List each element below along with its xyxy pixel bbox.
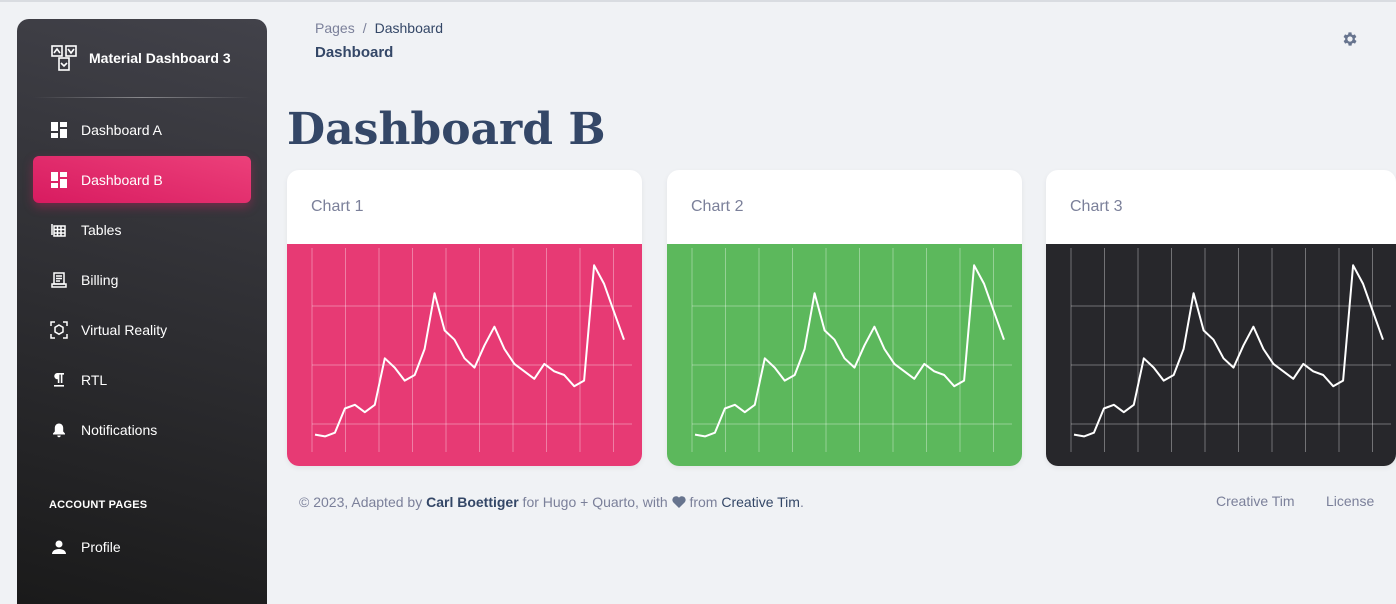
sidebar-item-label: RTL [81,371,108,388]
breadcrumb-current: Dashboard [374,20,444,36]
footer-text: from [685,494,722,510]
section-title: ACCOUNT PAGES [49,499,148,511]
dashboard-icon [50,171,68,189]
sidebar-item-virtual-reality[interactable]: Virtual Reality [33,306,251,353]
line-chart [1046,244,1396,466]
series-line [1073,264,1384,438]
sidebar: Material Dashboard 3 Dashboard A Dashboa… [17,19,267,604]
sidebar-item-dashboard-a[interactable]: Dashboard A [33,106,251,153]
sidebar-item-tables[interactable]: Tables [33,206,251,253]
card-title: Chart 2 [691,198,744,215]
chart-card-1: Chart 1 [287,170,642,466]
series-line [694,264,1005,438]
sidebar-nav: Dashboard A Dashboard B Tables Billing V… [17,98,267,453]
footer-text: . [799,494,804,510]
footer-link-license[interactable]: License [1326,493,1375,509]
footer-text: © 2023, Adapted by [299,494,427,510]
sidebar-divider [33,97,251,98]
sidebar-item-notifications[interactable]: Notifications [33,406,251,453]
bell-icon [50,421,68,439]
dashboard-icon [50,121,68,139]
sidebar-item-label: Virtual Reality [81,321,168,338]
chart-background [287,244,642,466]
sidebar-item-dashboard-b[interactable]: Dashboard B [33,156,251,203]
sidebar-item-label: Dashboard A [81,121,162,138]
footer-copyright: © 2023, Adapted by Carl Boettiger for Hu… [299,494,804,510]
brand-name: Material Dashboard 3 [89,50,231,66]
heart-icon [671,494,686,510]
chart-area [667,244,1022,466]
sidebar-item-label: Notifications [81,421,158,438]
sidebar-item-profile[interactable]: Profile [33,523,251,570]
gear-icon[interactable] [1341,30,1359,48]
format-textdirection-icon [50,371,68,389]
sidebar-item-billing[interactable]: Billing [33,256,251,303]
card-title: Chart 1 [311,198,364,215]
sidebar-item-label: Tables [81,221,122,238]
footer-link-creative-tim[interactable]: Creative Tim [1216,493,1295,509]
chart-card-3: Chart 3 [1046,170,1396,466]
sidebar-item-label: Dashboard B [81,171,163,188]
breadcrumb-separator: / [362,20,367,36]
chart-area [287,244,642,466]
brand[interactable]: Material Dashboard 3 [17,19,267,97]
footer-credit-link[interactable]: Creative Tim [721,494,800,510]
line-chart [287,244,642,466]
breadcrumb-root[interactable]: Pages [315,20,355,36]
series-line [314,264,625,438]
chart-card-2: Chart 2 [667,170,1022,466]
chart-area [1046,244,1396,466]
person-icon [50,538,68,556]
footer-text: for Hugo + Quarto, with [518,494,672,510]
card-title: Chart 3 [1070,198,1123,215]
sidebar-item-label: Billing [81,271,119,288]
view-in-ar-icon [50,320,68,339]
sidebar-item-label: Profile [81,538,121,555]
top-border [0,0,1396,2]
sidebar-item-rtl[interactable]: RTL [33,356,251,403]
receipt-icon [50,271,68,289]
header-title: Dashboard [315,44,394,61]
table-icon [50,221,68,239]
line-chart [667,244,1022,466]
breadcrumb: Pages / Dashboard [315,20,443,36]
logo-icon [50,44,78,72]
page-title: Dashboard B [287,104,606,155]
chart-background [667,244,1022,466]
footer-author-link[interactable]: Carl Boettiger [426,494,519,510]
